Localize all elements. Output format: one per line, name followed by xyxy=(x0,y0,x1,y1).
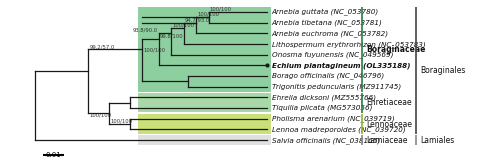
Text: Lennoa madreporoides (NC_039720): Lennoa madreporoides (NC_039720) xyxy=(272,126,406,133)
Text: 100/100: 100/100 xyxy=(172,23,194,28)
Text: Arnebia euchroma (NC_053782): Arnebia euchroma (NC_053782) xyxy=(272,30,388,37)
Text: 0.01: 0.01 xyxy=(46,152,62,158)
Text: 99.8/100: 99.8/100 xyxy=(160,33,184,38)
Text: 93.8/90.0: 93.8/90.0 xyxy=(133,28,158,33)
Text: Arnebia tibetana (NC_053781): Arnebia tibetana (NC_053781) xyxy=(272,19,382,26)
Text: Salvia officinalis (NC_038165): Salvia officinalis (NC_038165) xyxy=(272,137,380,144)
Text: Echium plantagineum (OL335188): Echium plantagineum (OL335188) xyxy=(272,62,410,69)
Text: Pholisma arenarium (NC_039719): Pholisma arenarium (NC_039719) xyxy=(272,115,394,122)
Text: Boraginaceae: Boraginaceae xyxy=(366,45,426,54)
Bar xyxy=(138,135,270,145)
Bar xyxy=(138,7,270,92)
Bar xyxy=(138,93,270,112)
Text: 100/100: 100/100 xyxy=(210,7,232,12)
Text: 100/100: 100/100 xyxy=(143,48,165,53)
Text: Lennoaceae: Lennoaceae xyxy=(366,120,412,129)
Text: Borago officinalis (NC_046796): Borago officinalis (NC_046796) xyxy=(272,73,384,80)
Text: Ehretiaceae: Ehretiaceae xyxy=(366,98,412,107)
Text: Boraginales: Boraginales xyxy=(420,66,466,75)
Text: Tiquilia plicata (MG573056): Tiquilia plicata (MG573056) xyxy=(272,105,372,111)
Text: 100/100: 100/100 xyxy=(110,119,132,124)
Text: Ehrelia dicksoni (MZ555766): Ehrelia dicksoni (MZ555766) xyxy=(272,94,376,101)
Text: Lithospermum erythrorhizon (NC_053783): Lithospermum erythrorhizon (NC_053783) xyxy=(272,41,426,48)
Text: Onosma fuyunensis (NC_049569): Onosma fuyunensis (NC_049569) xyxy=(272,51,393,58)
Text: 100/100: 100/100 xyxy=(89,112,111,117)
Text: 99.2/57.0: 99.2/57.0 xyxy=(89,45,114,50)
Text: Arnebia guttata (NC_053780): Arnebia guttata (NC_053780) xyxy=(272,9,379,16)
Text: Lamiales: Lamiales xyxy=(420,136,454,145)
Text: Lamiaceae: Lamiaceae xyxy=(366,136,408,145)
Bar xyxy=(138,114,270,134)
Text: 100/100: 100/100 xyxy=(197,12,219,17)
Text: Trigonitis peduncularis (MZ911745): Trigonitis peduncularis (MZ911745) xyxy=(272,83,401,90)
Text: 94.7/93.0: 94.7/93.0 xyxy=(184,17,210,22)
